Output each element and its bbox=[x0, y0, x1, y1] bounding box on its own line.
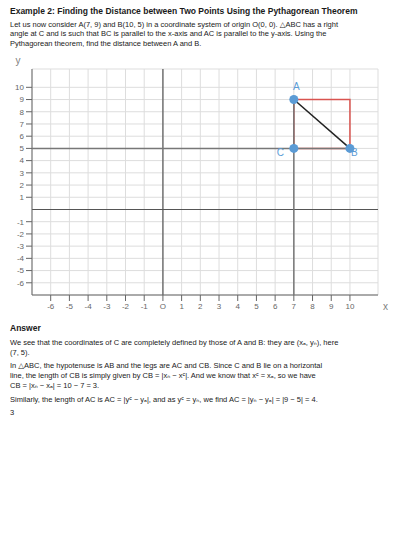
svg-text:-1: -1 bbox=[141, 302, 149, 311]
svg-text:-2: -2 bbox=[122, 302, 130, 311]
html-text:Let us now consider A(7, 9) an: Let us now consider A(7, 9) and B(10, 5)… bbox=[10, 19, 338, 49]
svg-text:x: x bbox=[383, 300, 388, 311]
svg-text:C: C bbox=[277, 146, 284, 157]
html-text:3: 3 bbox=[10, 408, 15, 418]
svg-text:-4: -4 bbox=[17, 254, 25, 263]
svg-text:9: 9 bbox=[329, 302, 334, 311]
svg-text:1: 1 bbox=[20, 193, 25, 202]
svg-text:-3: -3 bbox=[103, 302, 111, 311]
svg-text:2: 2 bbox=[198, 302, 203, 311]
svg-text:-6: -6 bbox=[47, 302, 55, 311]
svg-text:-5: -5 bbox=[66, 302, 74, 311]
svg-text:1: 1 bbox=[179, 302, 184, 311]
svg-text:-6: -6 bbox=[17, 278, 25, 287]
svg-text:8: 8 bbox=[310, 302, 315, 311]
svg-text:6: 6 bbox=[20, 132, 25, 141]
svg-text:7: 7 bbox=[292, 302, 297, 311]
html-text:Similarly, the length of AC is: Similarly, the length of AC is AC = |yᶜ … bbox=[10, 394, 318, 404]
html-text:Example 2: Finding the Distanc: Example 2: Finding the Distance between … bbox=[10, 6, 358, 16]
svg-text:10: 10 bbox=[15, 83, 24, 92]
svg-text:2: 2 bbox=[20, 181, 25, 190]
svg-text:3: 3 bbox=[217, 302, 222, 311]
svg-text:4: 4 bbox=[20, 156, 25, 165]
svg-text:5: 5 bbox=[254, 302, 259, 311]
svg-text:3: 3 bbox=[20, 169, 25, 178]
svg-text:7: 7 bbox=[20, 120, 25, 129]
svg-text:5: 5 bbox=[20, 144, 25, 153]
svg-text:9: 9 bbox=[20, 95, 25, 104]
svg-text:O: O bbox=[160, 302, 166, 311]
svg-text:-5: -5 bbox=[17, 266, 25, 275]
svg-text:-4: -4 bbox=[85, 302, 93, 311]
html-text:We see that the coordinates of: We see that the coordinates of C are com… bbox=[10, 337, 339, 357]
svg-text:-2: -2 bbox=[17, 230, 25, 239]
svg-text:4: 4 bbox=[236, 302, 241, 311]
svg-text:-1: -1 bbox=[17, 217, 25, 226]
svg-text:A: A bbox=[293, 81, 300, 92]
svg-text:10: 10 bbox=[345, 302, 354, 311]
svg-text:B: B bbox=[351, 146, 358, 157]
svg-text:y: y bbox=[16, 55, 21, 66]
html-text:Answer: Answer bbox=[10, 322, 41, 333]
svg-text:-3: -3 bbox=[17, 242, 25, 251]
svg-text:8: 8 bbox=[20, 107, 25, 116]
svg-text:6: 6 bbox=[273, 302, 278, 311]
html-text:In △ABC, the hypotenuse is AB: In △ABC, the hypotenuse is AB and the le… bbox=[10, 361, 323, 390]
